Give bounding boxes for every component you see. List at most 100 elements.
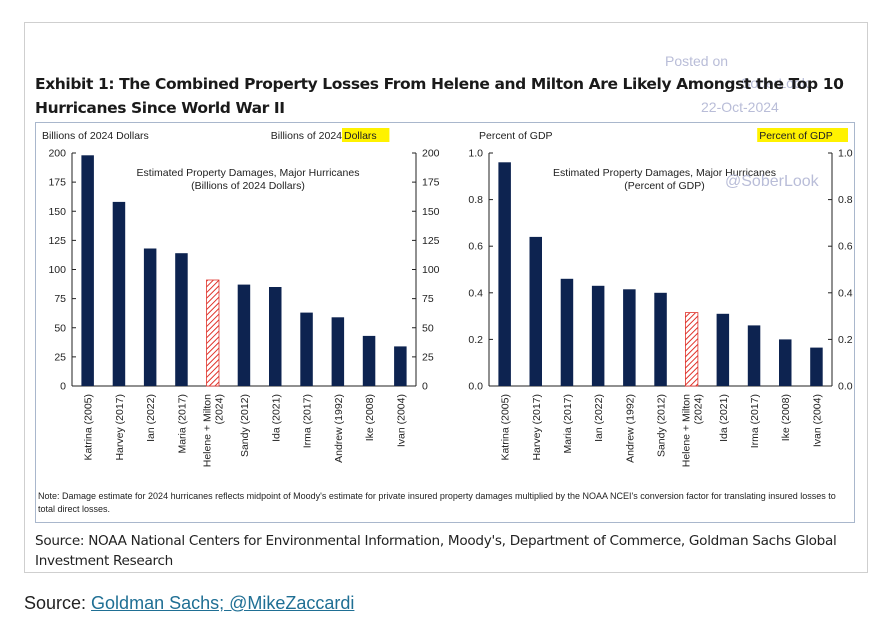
bar — [143, 248, 157, 386]
y-axis-label-right-prefix: Billions of 2024 — [271, 130, 342, 142]
x-tick-label: Harvey (2017) — [531, 394, 543, 461]
x-tick-label: Harvey (2017) — [114, 394, 126, 461]
y-tick-label-right: 1.0 — [838, 148, 853, 160]
bar — [362, 335, 376, 386]
bar — [623, 289, 636, 386]
bar — [269, 287, 282, 386]
y-tick-label-right: 150 — [422, 206, 440, 218]
x-tick-label: Maria (2017) — [176, 394, 188, 454]
y-tick-label-right: 25 — [422, 351, 434, 363]
y-tick-label-left: 1.0 — [468, 148, 483, 160]
x-tick-label: Sandy (2012) — [239, 394, 251, 457]
y-tick-label-right: 0.8 — [838, 194, 853, 206]
bar — [237, 284, 251, 386]
x-tick-label: Ivan (2004) — [811, 394, 823, 447]
bar — [394, 346, 407, 386]
x-tick-label: Ike (2008) — [780, 394, 792, 441]
y-tick-label-left: 50 — [54, 322, 66, 334]
bar — [779, 339, 792, 386]
y-tick-label-left: 150 — [48, 206, 66, 218]
y-tick-label-right: 0.6 — [838, 241, 853, 253]
y-tick-label-right: 0.2 — [838, 334, 853, 346]
y-tick-label-right: 125 — [422, 235, 440, 247]
chart-note: Note: Damage estimate for 2024 hurricane… — [38, 491, 836, 514]
y-tick-label-left: 0 — [60, 381, 66, 393]
x-tick-label: (2024) — [693, 394, 705, 424]
x-tick-label: Ivan (2004) — [395, 394, 407, 447]
x-tick-label: Andrew (1992) — [624, 394, 636, 463]
x-tick-label: Katrina (2005) — [500, 394, 512, 461]
y-tick-label-left: 0.4 — [468, 287, 483, 299]
y-axis-label-left: Percent of GDP — [479, 130, 553, 142]
footer-source-prefix: Source: — [24, 593, 92, 613]
bar — [498, 162, 511, 386]
y-axis-label-left: Billions of 2024 Dollars — [42, 130, 149, 142]
y-tick-label-left: 0.6 — [468, 241, 483, 253]
y-tick-label-right: 0 — [422, 381, 428, 393]
bar — [300, 312, 313, 386]
x-tick-label: (2024) — [214, 394, 226, 424]
y-tick-label-right: 100 — [422, 264, 440, 276]
posted-on-watermark: Posted on — [665, 53, 729, 69]
bar — [529, 236, 542, 386]
y-axis-label-highlight-bg — [757, 128, 848, 142]
y-tick-label-left: 100 — [48, 264, 66, 276]
y-tick-label-left: 75 — [54, 293, 66, 305]
x-tick-label: Sandy (2012) — [656, 394, 668, 457]
chart-source: Source: NOAA National Centers for Enviro… — [35, 533, 837, 569]
y-axis-label-right-highlight: Dollars — [344, 130, 377, 142]
y-axis-label-right-highlight: Percent of GDP — [759, 130, 833, 142]
exhibit-title-line2: Hurricanes Since World War II — [35, 99, 285, 117]
chart-panel-frame: 0 0 25 25 50 50 75 75 100 100 125 125 150 150 175 175 20… — [35, 122, 855, 523]
bar-estimated — [685, 312, 699, 387]
x-tick-label: Irma (2017) — [302, 394, 314, 448]
y-tick-label-right: 175 — [422, 177, 440, 189]
x-tick-label: Katrina (2005) — [83, 394, 95, 461]
x-tick-label: Ian (2022) — [145, 394, 157, 442]
x-tick-label: Maria (2017) — [562, 394, 574, 454]
x-tick-label: Ida (2021) — [270, 394, 282, 442]
y-tick-label-left: 0.8 — [468, 194, 483, 206]
chart-title: Estimated Property Damages, Major Hurric… — [553, 167, 776, 179]
bar — [810, 347, 823, 386]
bar — [560, 278, 574, 386]
footer-source: Source: Goldman Sachs; @MikeZaccardi — [24, 593, 354, 614]
y-tick-label-right: 50 — [422, 322, 434, 334]
x-tick-label: Helene + Milton — [681, 394, 693, 467]
bar — [112, 201, 126, 386]
posted-date-watermark: 22-Oct-2024 — [701, 99, 779, 115]
y-tick-label-right: 200 — [422, 148, 440, 160]
y-axis-label-highlight-bg — [342, 128, 390, 142]
y-tick-label-left: 25 — [54, 351, 66, 363]
chart-title: Estimated Property Damages, Major Hurric… — [137, 167, 360, 179]
chart-panel-1: 0 0 25 25 50 50 75 75 100 100 125 125 150 150 175 175 20… — [42, 128, 440, 467]
x-tick-label: Andrew (1992) — [333, 394, 345, 463]
y-tick-label-right: 0.4 — [838, 287, 853, 299]
bar — [654, 292, 667, 386]
y-tick-label-left: 200 — [48, 148, 66, 160]
y-tick-label-right: 0.0 — [838, 381, 853, 393]
x-tick-label: Ian (2022) — [593, 394, 605, 442]
exhibit-title-line1: Exhibit 1: The Combined Property Losses … — [35, 75, 844, 93]
y-tick-label-right: 75 — [422, 293, 434, 305]
x-tick-label: Helene + Milton — [202, 394, 214, 467]
x-tick-label: Ida (2021) — [718, 394, 730, 442]
bar — [747, 325, 761, 386]
bar — [175, 253, 188, 386]
chart-subtitle: (Billions of 2024 Dollars) — [191, 180, 305, 192]
exhibit-card: Posted on SoberLook 22-Oct-2024 Exhibit … — [24, 22, 868, 573]
x-tick-label: Irma (2017) — [749, 394, 761, 448]
y-tick-label-left: 0.2 — [468, 334, 483, 346]
chart-panel-2: 0.0 0.0 0.2 0.2 0.4 0.4 0.6 0.6 0.8 0.8 1.0 1.0 Perc… — [468, 128, 853, 467]
charts-svg: 0 0 25 25 50 50 75 75 100 100 125 125 150 150 175 175 20… — [42, 128, 853, 467]
bar — [331, 317, 345, 386]
bar — [716, 313, 730, 386]
soberlook-watermark: @SoberLook — [725, 173, 819, 190]
y-tick-label-left: 175 — [48, 177, 66, 189]
posted-by-watermark: SoberLook — [741, 75, 809, 91]
bar — [81, 155, 94, 386]
y-tick-label-left: 0.0 — [468, 381, 483, 393]
chart-subtitle: (Percent of GDP) — [624, 180, 705, 192]
footer-source-link[interactable]: Goldman Sachs; @MikeZaccardi — [91, 593, 355, 613]
bar — [591, 285, 605, 386]
